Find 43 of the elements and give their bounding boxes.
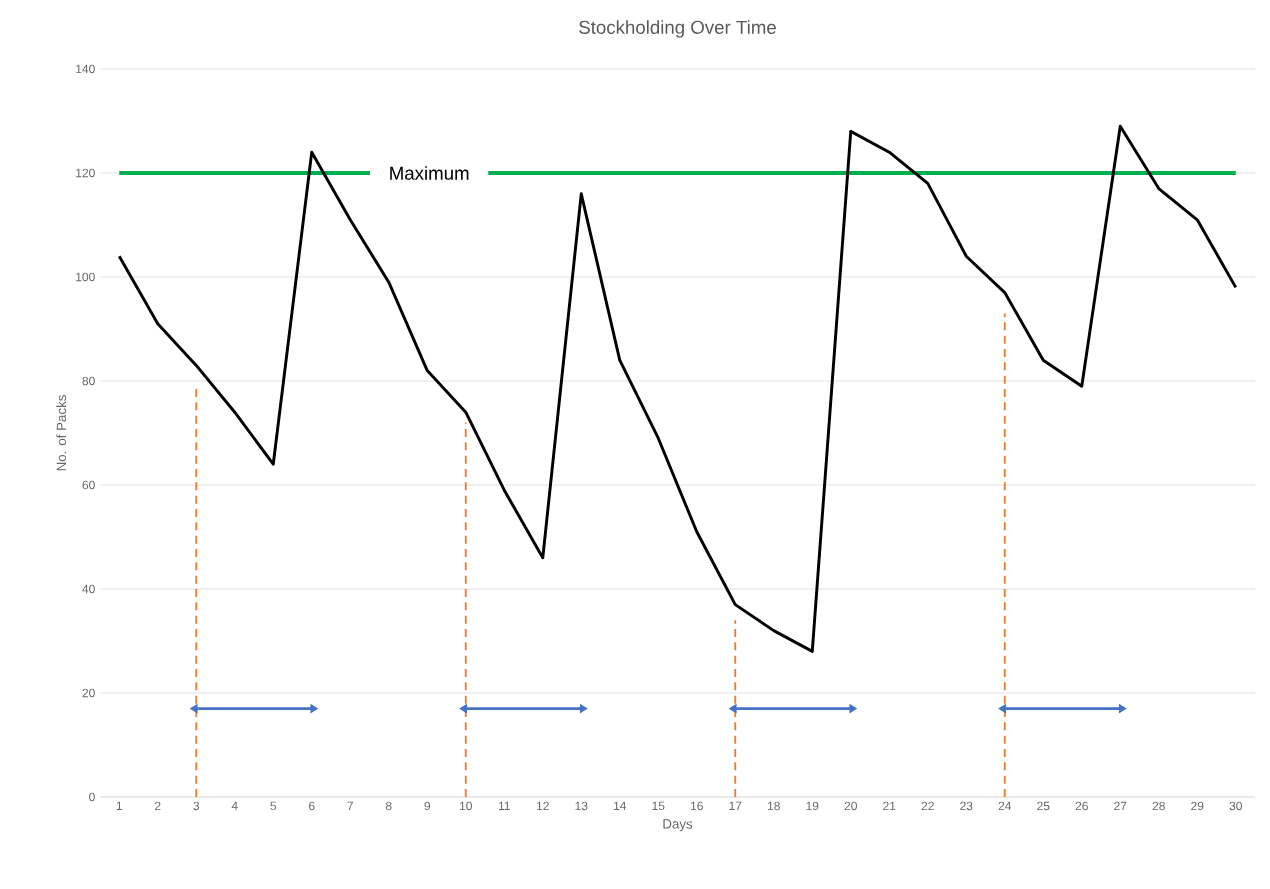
x-tick-label: 10 (460, 801, 472, 811)
y-tick-label: 20 (82, 688, 95, 698)
x-tick-label: 20 (844, 801, 857, 811)
x-tick-label: 5 (270, 801, 277, 811)
y-tick-label: 140 (76, 64, 95, 74)
y-tick-label: 0 (89, 792, 95, 802)
chart-title: Stockholding Over Time (579, 20, 776, 38)
y-axis-title: No. of Packs (56, 395, 67, 471)
x-tick-label: 15 (652, 801, 665, 811)
y-tick-label: 120 (76, 168, 95, 178)
x-tick-label: 12 (537, 801, 549, 811)
y-tick-label: 60 (82, 480, 95, 490)
x-tick-label: 17 (729, 801, 742, 810)
line-series (117, 124, 1238, 653)
ref-line-label: Maximum (390, 166, 469, 180)
x-tick-label: 9 (424, 801, 431, 811)
x-tick-label: 14 (614, 801, 627, 810)
x-axis-title: Days (663, 819, 693, 832)
x-tick-label: 30 (1229, 801, 1242, 811)
x-tick-label: 23 (960, 801, 973, 811)
x-tick-label: 24 (998, 801, 1012, 811)
x-tick-label: 7 (347, 801, 353, 810)
x-tick-label: 4 (231, 801, 238, 810)
x-tick-label: 16 (691, 801, 703, 811)
x-tick-label: 29 (1191, 801, 1204, 811)
x-tick-label: 2 (155, 801, 161, 811)
x-tick-label: 25 (1037, 801, 1050, 811)
x-tick-label: 21 (883, 801, 896, 811)
x-tick-label: 26 (1075, 801, 1088, 811)
y-tick-label: 80 (82, 376, 95, 386)
x-tick-label: 11 (498, 801, 510, 810)
x-tick-label: 27 (1114, 801, 1127, 811)
x-tick-label: 28 (1152, 801, 1165, 811)
x-tick-label: 8 (385, 801, 392, 811)
x-tick-label: 18 (768, 801, 780, 811)
x-tick-label: 1 (116, 801, 122, 810)
x-tick-label: 6 (309, 801, 315, 811)
y-tick-label: 40 (82, 584, 95, 594)
x-tick-label: 3 (193, 801, 200, 811)
x-tick-label: 19 (806, 801, 819, 811)
y-tick-label: 100 (76, 272, 95, 282)
x-tick-label: 22 (921, 801, 934, 811)
x-tick-label: 13 (575, 801, 588, 811)
